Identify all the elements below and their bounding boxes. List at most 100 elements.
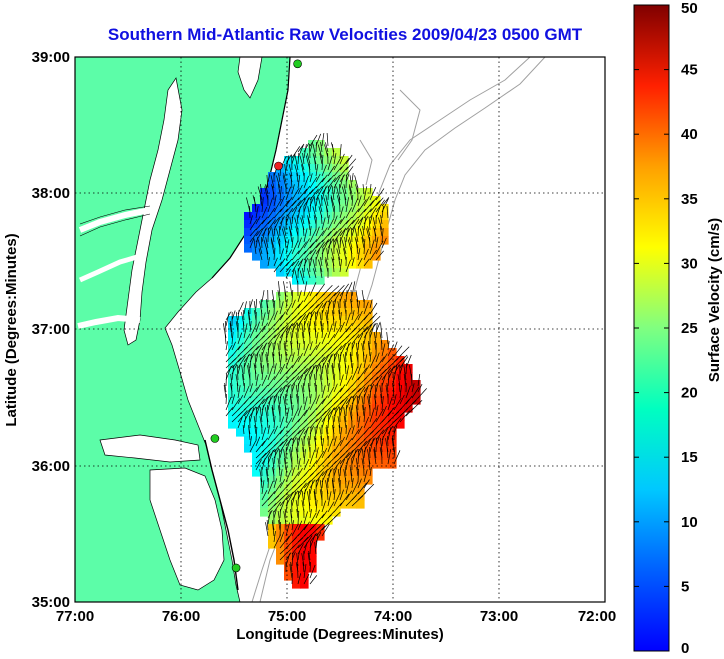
velocity-vector [375, 419, 385, 429]
velocity-cell [276, 292, 285, 301]
velocity-vector [315, 173, 321, 183]
velocity-vector [285, 323, 293, 339]
velocity-cell [236, 364, 245, 373]
velocity-vector [309, 575, 318, 585]
velocity-cell [340, 196, 349, 205]
velocity-vector [273, 478, 278, 489]
velocity-vector [267, 334, 276, 345]
velocity-cell [292, 228, 301, 237]
velocity-vector [380, 394, 383, 405]
velocity-cell [316, 516, 325, 525]
velocity-vector [303, 511, 308, 525]
velocity-vector [357, 225, 359, 237]
velocity-vector [297, 368, 308, 381]
velocity-vector [289, 396, 293, 411]
velocity-vector [288, 164, 293, 177]
velocity-vector [314, 311, 317, 327]
velocity-cell [292, 404, 301, 413]
y-tick-label: 39:00 [32, 49, 70, 66]
velocity-cell [268, 540, 277, 549]
velocity-vector [320, 142, 323, 153]
velocity-vector [333, 291, 341, 303]
velocity-cell [364, 204, 373, 213]
velocity-vector [297, 198, 306, 213]
velocity-vector [309, 142, 314, 153]
velocity-vector [326, 477, 329, 489]
velocity-cell [300, 308, 309, 317]
velocity-vector [303, 426, 310, 435]
velocity-vector [393, 397, 402, 411]
velocity-cell [348, 356, 357, 365]
velocity-cell [284, 188, 293, 197]
velocity-vector [249, 321, 252, 333]
velocity-vector [253, 416, 257, 429]
velocity-cell [300, 148, 309, 157]
velocity-vector [369, 183, 372, 195]
velocity-vector [399, 363, 404, 375]
velocity-vector [297, 409, 308, 423]
velocity-cell [372, 228, 381, 237]
velocity-vector [267, 310, 270, 321]
velocity-vector [369, 438, 374, 453]
velocity-vector [309, 163, 311, 177]
velocity-vector [297, 237, 302, 249]
velocity-cell [356, 308, 365, 317]
velocity-vector [321, 174, 328, 183]
velocity-cell [324, 300, 333, 309]
velocity-vector [303, 458, 310, 471]
colorbar-tick-label: 45 [681, 62, 698, 79]
velocity-cell [340, 348, 349, 357]
velocity-cell [260, 308, 269, 317]
velocity-cell [300, 412, 309, 421]
velocity-cell [284, 532, 293, 541]
velocity-vector [255, 298, 258, 309]
velocity-vector [345, 404, 347, 417]
velocity-cell [236, 412, 245, 421]
velocity-vector [327, 239, 332, 255]
velocity-vector [343, 184, 347, 195]
velocity-vector [351, 481, 359, 495]
velocity-vector [363, 416, 370, 429]
velocity-cell [260, 444, 269, 453]
velocity-vector [267, 511, 271, 525]
velocity-vector [249, 354, 252, 369]
velocity-cell [364, 412, 373, 421]
velocity-vector [267, 477, 269, 489]
velocity-cell [268, 260, 277, 269]
velocity-vector [242, 320, 245, 333]
velocity-cell [332, 428, 341, 437]
velocity-cell [324, 156, 333, 165]
velocity-cell [308, 532, 317, 541]
velocity-cell [388, 372, 397, 381]
velocity-vector [361, 290, 365, 303]
velocity-vector [325, 195, 329, 207]
velocity-vector [363, 406, 366, 423]
velocity-vector [297, 436, 301, 447]
velocity-cell [284, 548, 293, 557]
velocity-vector [291, 323, 295, 339]
velocity-cell [332, 196, 341, 205]
velocity-vector [291, 199, 302, 213]
velocity-vector [266, 352, 269, 363]
velocity-vector [399, 346, 410, 357]
velocity-cell [372, 412, 381, 421]
velocity-vector [327, 301, 330, 315]
velocity-vector [314, 426, 317, 441]
velocity-vector [273, 394, 278, 405]
velocity-cell [340, 332, 349, 341]
velocity-vector [279, 416, 285, 429]
velocity-vector [332, 144, 335, 159]
velocity-vector [285, 385, 289, 399]
velocity-cell [276, 548, 285, 557]
velocity-vector [327, 228, 335, 237]
velocity-cell [228, 324, 237, 333]
velocity-vector [303, 320, 305, 333]
x-tick-label: 72:00 [578, 608, 616, 625]
velocity-vector [315, 451, 325, 465]
velocity-cell [356, 340, 365, 349]
velocity-cell [380, 396, 389, 405]
velocity-cell [308, 204, 317, 213]
velocity-cell [316, 180, 325, 189]
velocity-vector [321, 385, 326, 399]
velocity-vector [266, 467, 269, 477]
